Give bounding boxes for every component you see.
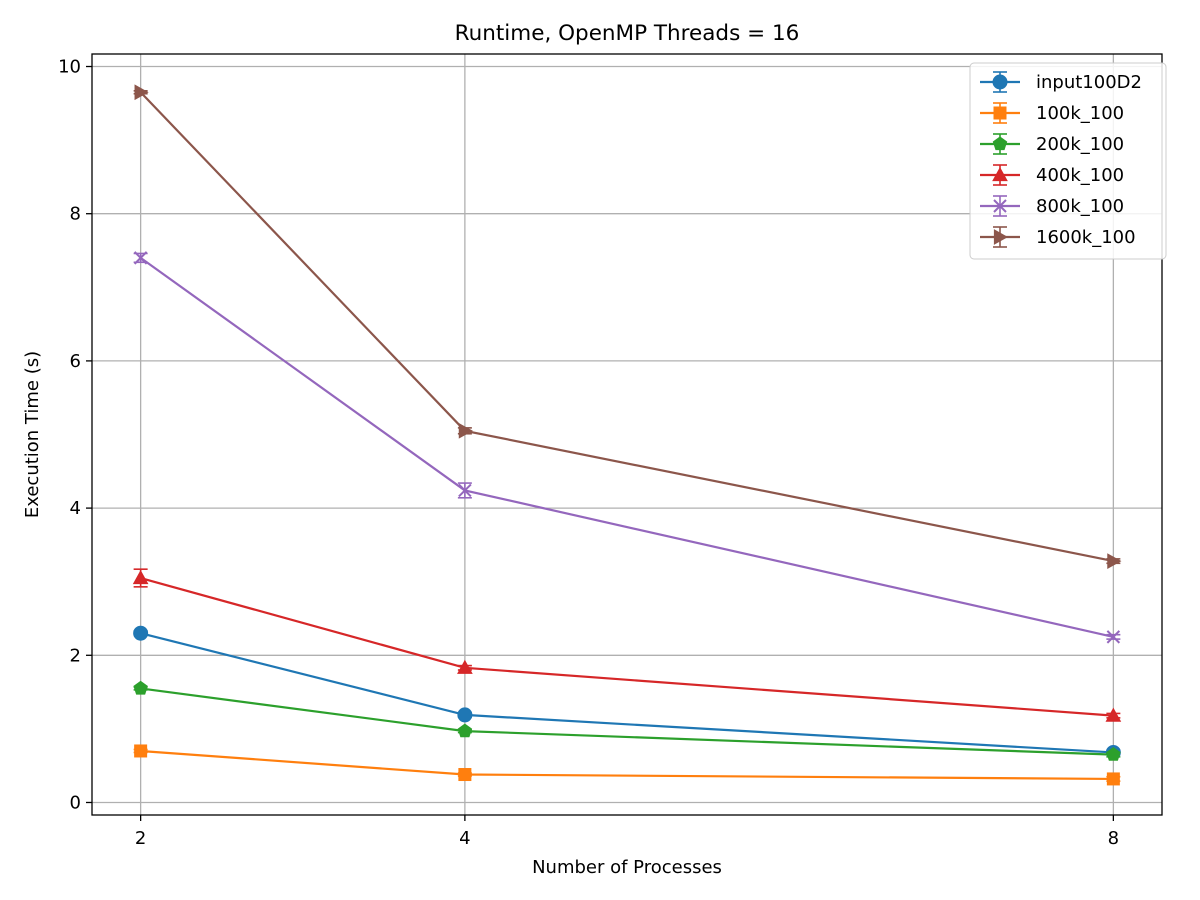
x-tick-label: 4 [459, 828, 470, 849]
series-800k_100 [133, 251, 1121, 644]
triangle-up-marker [1105, 707, 1122, 722]
legend-entry-400k_100: 400k_100 [980, 164, 1124, 186]
legend-label: input100D2 [1036, 72, 1142, 93]
circle-marker [133, 625, 149, 641]
x-tick-label: 2 [135, 828, 146, 849]
triangle-up-marker [457, 659, 473, 674]
series-400k_100 [132, 568, 1122, 722]
x-marker-stroke [133, 251, 148, 265]
square-marker [1106, 772, 1120, 786]
chart-title: Runtime, OpenMP Threads = 16 [455, 21, 800, 46]
pentagon-marker [992, 136, 1008, 151]
x-axis-title: Number of Processes [532, 857, 722, 878]
x-marker-stroke [458, 483, 472, 498]
legend: input100D2 100k_100 200k_100 400k_100 800k_1… [969, 62, 1167, 260]
plot-frame [91, 53, 1163, 816]
axes: 2 4 8 0 2 4 6 8 10 [58, 57, 1119, 849]
legend-label: 800k_100 [1036, 196, 1124, 217]
triangle-right-marker [458, 422, 473, 439]
circle-marker [457, 707, 473, 723]
triangle-right-marker [1107, 553, 1122, 569]
triangle-up-marker [992, 166, 1008, 182]
legend-label: 400k_100 [1036, 165, 1124, 186]
y-tick-label: 4 [70, 498, 81, 519]
legend-entry-100k_100: 100k_100 [980, 102, 1124, 124]
x-marker [1106, 630, 1121, 644]
circle-marker [992, 74, 1008, 90]
y-tick-label: 8 [70, 204, 81, 225]
x-marker-stroke [993, 199, 1007, 213]
pentagon-marker [457, 723, 473, 738]
legend-label: 200k_100 [1036, 134, 1124, 155]
y-tick-label: 10 [58, 57, 81, 78]
square-marker [134, 744, 148, 758]
legend-label: 100k_100 [1036, 103, 1124, 124]
x-marker [993, 199, 1007, 213]
y-tick-label: 0 [70, 792, 81, 813]
series-1600k_100 [133, 84, 1122, 569]
square-marker [458, 768, 472, 782]
x-marker [458, 483, 472, 498]
triangle-up-marker [132, 569, 149, 585]
pentagon-marker [133, 680, 148, 695]
series-100k_100 [133, 744, 1121, 786]
triangle-right-marker [993, 229, 1009, 245]
triangle-right-marker [134, 84, 149, 101]
y-tick-label: 2 [70, 645, 81, 666]
pentagon-marker [1106, 747, 1121, 761]
y-tick-label: 6 [70, 351, 81, 372]
legend-entry-800k_100: 800k_100 [980, 195, 1124, 217]
series-input100D2 [133, 625, 1121, 760]
series-200k_100 [133, 680, 1121, 761]
x-marker [133, 251, 148, 265]
y-axis-title: Execution Time (s) [22, 351, 43, 518]
square-marker [993, 106, 1007, 120]
x-marker-stroke [1106, 630, 1121, 644]
legend-entry-input100D2: input100D2 [980, 71, 1142, 93]
x-tick-label: 8 [1108, 828, 1119, 849]
legend-label: 1600k_100 [1036, 227, 1136, 248]
series-layer [132, 84, 1122, 786]
legend-entry-1600k_100: 1600k_100 [980, 226, 1136, 248]
legend-entry-200k_100: 200k_100 [980, 133, 1124, 155]
